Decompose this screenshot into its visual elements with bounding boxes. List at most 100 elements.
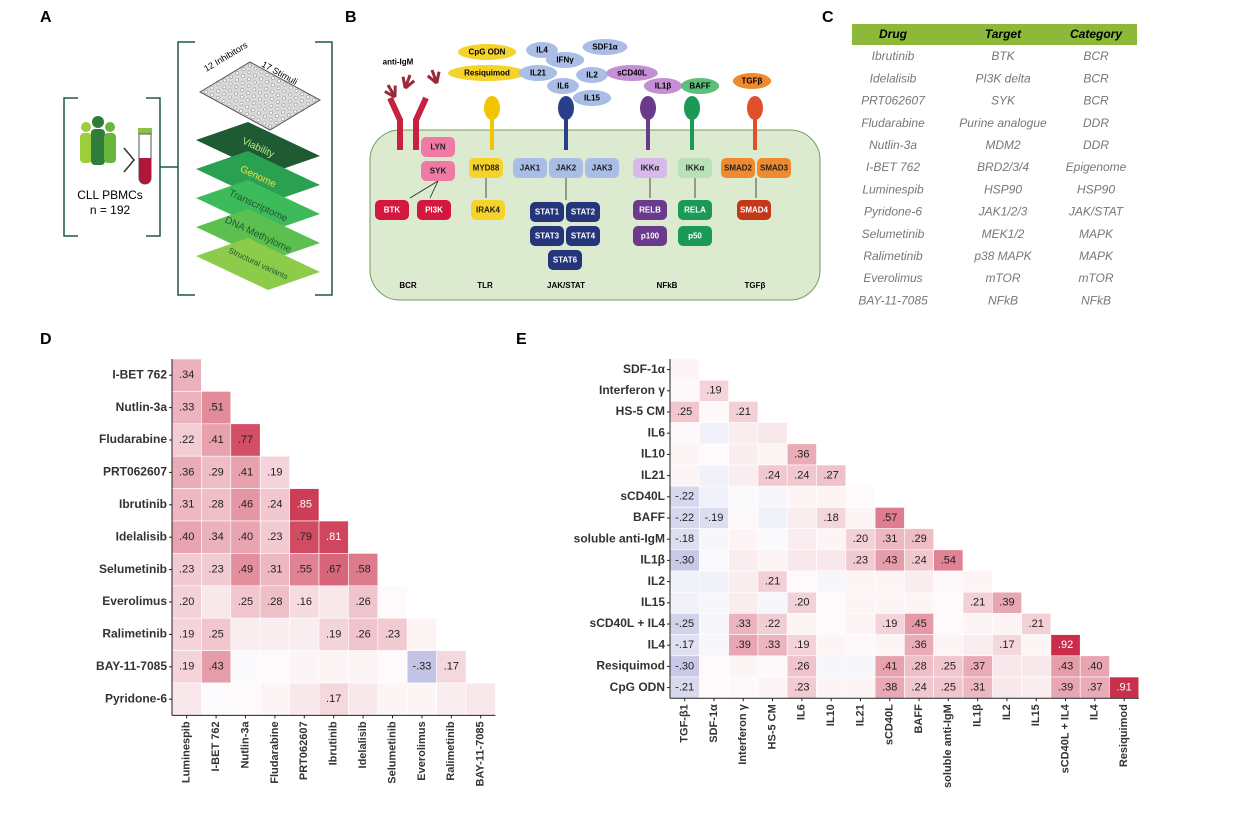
heatmap-cell xyxy=(201,553,232,587)
cell-label: -.21 xyxy=(675,682,694,694)
ligand-label: IL1β xyxy=(655,82,672,91)
heatmap-cell xyxy=(874,591,905,614)
signal-node-label: IKKα xyxy=(686,164,705,173)
column-label: TGF-β1 xyxy=(679,704,691,743)
cell-label: .91 xyxy=(1117,682,1132,694)
plate-well xyxy=(276,86,281,91)
heatmap-cell xyxy=(904,570,935,593)
plate-well xyxy=(257,111,261,116)
table-cell: BTK xyxy=(991,49,1015,63)
plate-well xyxy=(312,98,316,103)
omics-layer xyxy=(196,151,320,203)
heatmap-cell xyxy=(259,455,290,489)
plate-well xyxy=(247,70,252,75)
ligand xyxy=(526,42,558,58)
heatmap-cell xyxy=(991,613,1022,635)
cell-label: .19 xyxy=(267,466,282,478)
heatmap-cell xyxy=(786,549,817,572)
cell-label: .34 xyxy=(179,369,194,381)
row-label: Ralimetinib xyxy=(102,627,167,641)
table-cell: MDM2 xyxy=(985,138,1021,152)
plate-well xyxy=(287,113,291,118)
pathway-label: BCR xyxy=(399,281,417,290)
cell-label: .55 xyxy=(297,564,312,576)
heatmap-cell xyxy=(757,549,788,572)
cell-label: .24 xyxy=(911,682,926,694)
heatmap-cell xyxy=(845,634,876,657)
table-cell: BCR xyxy=(1083,49,1109,63)
plate-well xyxy=(252,94,256,99)
heatmap-cell xyxy=(201,423,232,457)
ligand-label: IL6 xyxy=(557,82,569,91)
plate-well xyxy=(222,85,227,90)
heatmap-cell xyxy=(698,464,729,487)
heatmap-cell xyxy=(698,485,729,508)
heatmap-cell xyxy=(230,650,261,684)
cell-label: .24 xyxy=(267,499,282,511)
heatmap-cell xyxy=(318,617,349,651)
column-label: IL10 xyxy=(825,704,837,726)
table-cell: JAK/STAT xyxy=(1068,205,1125,219)
signal-node-label: STAT1 xyxy=(535,208,560,217)
heatmap-cell xyxy=(816,570,847,593)
plate-well xyxy=(259,69,264,74)
cell-label: .19 xyxy=(794,639,809,651)
heatmap-cell xyxy=(757,443,788,466)
row-label: PRT062607 xyxy=(103,465,167,479)
cell-label: .51 xyxy=(208,402,223,414)
cell-label: .37 xyxy=(970,660,985,672)
plate-well xyxy=(305,102,310,106)
heatmap-cell xyxy=(904,591,935,614)
plate-well xyxy=(246,84,251,89)
heatmap-cell xyxy=(757,591,788,614)
plate-well xyxy=(240,81,245,85)
heatmap-cell xyxy=(816,528,847,551)
plate-well xyxy=(287,99,292,104)
signal-node xyxy=(566,226,600,246)
cell-label: .25 xyxy=(941,682,956,694)
plate-well xyxy=(215,96,220,100)
plate-well xyxy=(293,102,298,107)
heatmap-cell xyxy=(318,585,349,619)
heatmap-cell xyxy=(786,485,817,508)
omics-layer xyxy=(196,180,320,232)
panel-label: B xyxy=(345,9,357,26)
signal-node-label: MYD88 xyxy=(473,164,500,173)
table-cell: Fludarabine xyxy=(861,116,925,130)
plate-well xyxy=(264,93,268,98)
plate-well xyxy=(257,104,262,109)
cell-label: .21 xyxy=(1029,618,1044,630)
table-header: Drug xyxy=(879,27,908,41)
column-label: Everolimus xyxy=(416,721,428,780)
cell-label: .41 xyxy=(238,466,253,478)
table-cell: Ralimetinib xyxy=(863,249,923,263)
table-cell: BCR xyxy=(1083,94,1109,108)
pathway-label: TGFβ xyxy=(745,281,766,290)
cell-label: -.17 xyxy=(675,639,694,651)
plate-well xyxy=(306,95,310,99)
cell-label: .23 xyxy=(179,564,194,576)
cell-label: .27 xyxy=(824,470,839,482)
plate-well xyxy=(247,77,251,82)
cell-label: .31 xyxy=(970,682,985,694)
signal-node-label: IKKα xyxy=(641,164,660,173)
signal-node xyxy=(585,158,619,178)
heatmap-cell xyxy=(698,401,729,423)
plate-well xyxy=(227,102,232,107)
cell-label: .29 xyxy=(208,466,223,478)
receptor-head xyxy=(484,96,500,120)
signal-node xyxy=(678,158,712,178)
row-label: HS-5 CM xyxy=(616,404,665,418)
heatmap-cell xyxy=(698,549,729,572)
signal-node-label: JAK1 xyxy=(520,164,541,173)
heatmap-cell xyxy=(728,591,759,614)
row-label: Ibrutinib xyxy=(119,497,167,511)
heatmap-cell xyxy=(728,485,759,508)
heatmap-cell xyxy=(786,613,817,635)
plate-well xyxy=(262,114,267,119)
signal-node xyxy=(721,158,755,178)
ligand xyxy=(457,44,517,60)
cell-label: .26 xyxy=(355,628,370,640)
